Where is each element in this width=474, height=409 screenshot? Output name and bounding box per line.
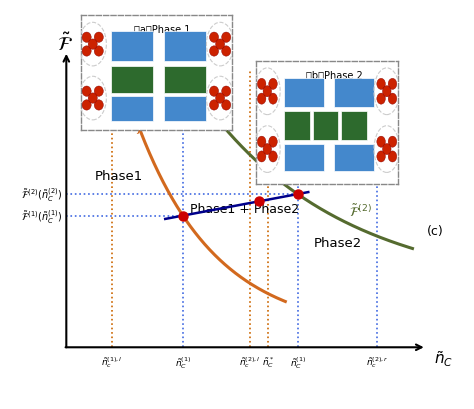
- Bar: [334, 145, 374, 172]
- Text: (c): (c): [427, 225, 443, 238]
- Text: $\tilde{n}_C^{(1)}$: $\tilde{n}_C^{(1)}$: [175, 354, 191, 370]
- Bar: [284, 112, 310, 141]
- Text: $\tilde{n}_c^{(2),r}$: $\tilde{n}_c^{(2),r}$: [366, 354, 389, 369]
- Ellipse shape: [269, 79, 277, 90]
- Ellipse shape: [222, 33, 231, 43]
- Ellipse shape: [269, 151, 277, 162]
- Bar: [164, 67, 207, 94]
- Ellipse shape: [88, 94, 97, 104]
- Bar: [111, 67, 154, 94]
- Ellipse shape: [82, 33, 91, 43]
- Ellipse shape: [216, 40, 225, 50]
- Ellipse shape: [383, 144, 391, 155]
- Ellipse shape: [388, 137, 397, 148]
- Bar: [164, 32, 207, 62]
- Bar: [313, 112, 338, 141]
- Text: $\tilde{\mathcal{F}}$: $\tilde{\mathcal{F}}$: [56, 33, 73, 55]
- Ellipse shape: [377, 79, 385, 90]
- Ellipse shape: [257, 79, 266, 90]
- Ellipse shape: [377, 137, 385, 148]
- Bar: [334, 79, 374, 108]
- Text: Phase1: Phase1: [95, 170, 143, 183]
- Ellipse shape: [88, 40, 97, 50]
- Bar: [284, 79, 324, 108]
- Ellipse shape: [222, 101, 231, 111]
- Ellipse shape: [216, 94, 225, 104]
- Ellipse shape: [263, 86, 272, 97]
- Text: Phase2: Phase2: [314, 236, 362, 249]
- Text: $\tilde{n}_C$: $\tilde{n}_C$: [434, 349, 453, 369]
- Text: $\tilde{\mathcal{F}}^{(1)}(\tilde{n}_C^{(1)})$: $\tilde{\mathcal{F}}^{(1)}(\tilde{n}_C^{…: [21, 207, 63, 225]
- Ellipse shape: [94, 87, 103, 97]
- Ellipse shape: [94, 101, 103, 111]
- Text: $\tilde{n}_C^{(1)}$: $\tilde{n}_C^{(1)}$: [290, 354, 306, 370]
- Ellipse shape: [383, 86, 391, 97]
- Ellipse shape: [269, 94, 277, 105]
- Ellipse shape: [388, 151, 397, 162]
- Ellipse shape: [377, 151, 385, 162]
- Bar: [284, 145, 324, 172]
- Bar: [341, 112, 367, 141]
- Ellipse shape: [269, 137, 277, 148]
- Ellipse shape: [82, 87, 91, 97]
- Ellipse shape: [210, 101, 219, 111]
- Ellipse shape: [210, 47, 219, 57]
- Ellipse shape: [82, 101, 91, 111]
- Text: （b）Phase 2: （b）Phase 2: [306, 70, 363, 80]
- Ellipse shape: [263, 144, 272, 155]
- Ellipse shape: [257, 137, 266, 148]
- Ellipse shape: [94, 33, 103, 43]
- Text: $\tilde{n}_c^{(1),l}$: $\tilde{n}_c^{(1),l}$: [101, 354, 123, 369]
- Text: $\tilde{\mathcal{F}}^{(1)}$: $\tilde{\mathcal{F}}^{(1)}$: [135, 121, 158, 137]
- Text: （a）Phase 1: （a）Phase 1: [134, 25, 190, 34]
- Ellipse shape: [388, 79, 397, 90]
- Bar: [111, 97, 154, 122]
- Ellipse shape: [388, 94, 397, 105]
- Ellipse shape: [257, 94, 266, 105]
- Text: $\tilde{\mathcal{F}}^{(2)}(\tilde{n}_C^{(2)})$: $\tilde{\mathcal{F}}^{(2)}(\tilde{n}_C^{…: [21, 186, 63, 204]
- Ellipse shape: [257, 151, 266, 162]
- Bar: [164, 97, 207, 122]
- Ellipse shape: [222, 87, 231, 97]
- Bar: [111, 32, 154, 62]
- Ellipse shape: [82, 47, 91, 57]
- Text: $\tilde{\mathcal{F}}^{(2)}$: $\tilde{\mathcal{F}}^{(2)}$: [349, 202, 372, 219]
- Ellipse shape: [94, 47, 103, 57]
- Text: Phase1 + Phase2: Phase1 + Phase2: [190, 203, 299, 216]
- Text: $\tilde{n}_C^*$: $\tilde{n}_C^*$: [262, 354, 274, 369]
- Ellipse shape: [222, 47, 231, 57]
- Text: $\tilde{n}_c^{(2),l}$: $\tilde{n}_c^{(2),l}$: [239, 354, 261, 369]
- Ellipse shape: [377, 94, 385, 105]
- Ellipse shape: [210, 87, 219, 97]
- Ellipse shape: [210, 33, 219, 43]
